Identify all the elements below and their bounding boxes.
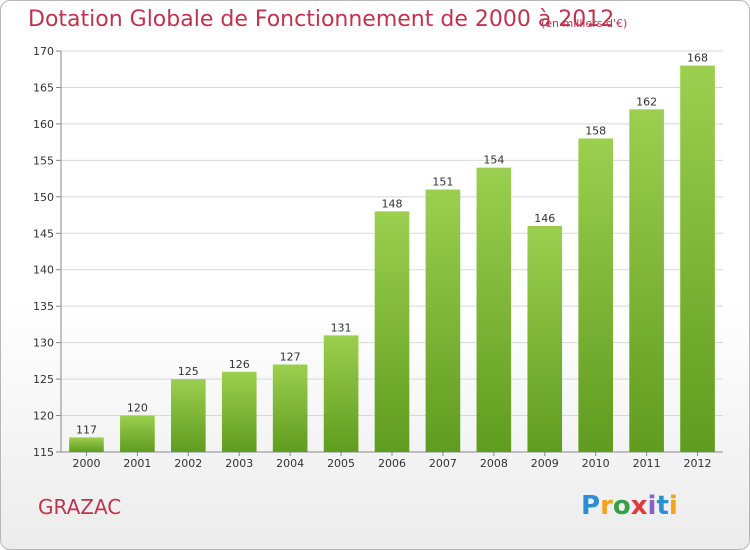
x-tick-label: 2010: [582, 457, 610, 470]
data-label: 151: [432, 176, 453, 189]
bar: [374, 211, 410, 452]
data-label: 148: [382, 197, 403, 210]
x-tick-label: 2005: [327, 457, 355, 470]
y-tick-label: 130: [33, 337, 54, 350]
y-tick-label: 120: [33, 410, 54, 423]
x-tick-label: 2011: [633, 457, 661, 470]
y-tick-label: 115: [33, 446, 54, 459]
logo-letter: r: [600, 491, 613, 521]
y-tick-label: 135: [33, 300, 54, 313]
bar: [680, 65, 715, 452]
y-tick-label: 155: [33, 154, 54, 167]
y-tick-label: 125: [33, 373, 54, 386]
bar: [629, 109, 664, 452]
chart-title: Dotation Globale de Fonctionnement de 20…: [28, 7, 615, 32]
bar: [425, 189, 461, 452]
logo-letter: t: [656, 491, 669, 521]
y-tick-label: 145: [33, 227, 54, 240]
data-label: 131: [331, 321, 352, 334]
logo-letter: x: [630, 491, 648, 521]
labels: 115 120 125 130 135 140 145 150 155 160 165 170 117 2…: [33, 45, 712, 470]
data-label: 125: [178, 365, 199, 378]
data-label: 127: [280, 351, 301, 364]
chart-subtitle: (en milliers d'€): [541, 17, 628, 30]
data-label: 120: [127, 402, 148, 415]
commune-name: GRAZAC: [38, 495, 122, 519]
x-tick-label: 2012: [684, 457, 712, 470]
data-label: 168: [687, 52, 708, 65]
data-label: 126: [229, 358, 250, 371]
bar: [323, 335, 359, 452]
y-tick-label: 150: [33, 191, 54, 204]
x-tick-label: 2008: [480, 457, 508, 470]
y-tick-label: 170: [33, 45, 54, 58]
logo-letter: P: [581, 491, 601, 521]
y-tick-label: 140: [33, 264, 54, 277]
data-label: 146: [534, 212, 555, 225]
x-tick-label: 2004: [276, 457, 304, 470]
bar: [69, 437, 104, 452]
x-tick-label: 2009: [531, 457, 559, 470]
bar: [170, 379, 206, 452]
bar: [476, 167, 512, 452]
x-tick-label: 2006: [378, 457, 406, 470]
bar: [221, 371, 257, 452]
data-label: 117: [76, 423, 97, 436]
bar: [272, 364, 308, 452]
logo-letter: i: [668, 491, 678, 521]
x-tick-label: 2002: [174, 457, 202, 470]
proxiti-logo: Proxiti: [581, 491, 678, 521]
bars: [69, 65, 715, 452]
x-tick-label: 2001: [123, 457, 151, 470]
data-label: 154: [483, 154, 504, 167]
data-label: 162: [636, 95, 657, 108]
bar: [527, 225, 563, 452]
x-tick-label: 2003: [225, 457, 253, 470]
bar: [578, 138, 614, 452]
y-tick-label: 160: [33, 118, 54, 131]
data-label: 158: [585, 124, 606, 137]
y-tick-label: 165: [33, 81, 54, 94]
logo-letter: i: [647, 491, 657, 521]
bar: [120, 415, 155, 452]
x-tick-label: 2007: [429, 457, 457, 470]
logo-letter: o: [612, 491, 631, 521]
x-tick-label: 2000: [72, 457, 100, 470]
